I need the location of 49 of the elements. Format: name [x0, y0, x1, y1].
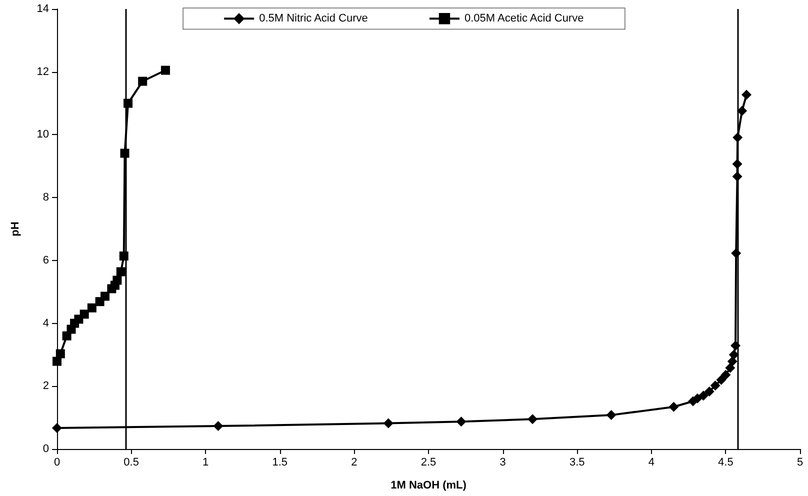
- legend-label: 0.5M Nitric Acid Curve: [259, 12, 368, 25]
- point: [710, 380, 720, 391]
- point: [456, 416, 466, 427]
- point: [742, 90, 752, 100]
- y-tick-label: 14: [36, 3, 49, 15]
- point: [100, 292, 110, 301]
- point: [160, 66, 170, 75]
- point: [737, 106, 748, 116]
- point: [720, 370, 731, 380]
- point: [80, 310, 89, 319]
- x-tick-label: 1.5: [272, 456, 288, 468]
- y-tick-label: 0: [42, 443, 49, 455]
- point: [56, 349, 65, 358]
- legend-label: 0.05M Acetic Acid Curve: [464, 12, 584, 25]
- point: [704, 386, 714, 396]
- x-tick-label: 2.5: [420, 456, 436, 468]
- point: [383, 418, 394, 428]
- y-tick-label: 4: [42, 317, 49, 330]
- y-tick-label: 8: [42, 192, 49, 204]
- point: [116, 267, 126, 276]
- point: [606, 410, 616, 420]
- x-tick-label: 0: [54, 456, 60, 468]
- x-tick-label: 4.5: [718, 456, 734, 468]
- y-tick-label: 6: [42, 254, 49, 266]
- point: [728, 350, 739, 360]
- point: [692, 393, 702, 404]
- y-tick-label: 10: [36, 128, 49, 141]
- x-tick-label: 3.5: [569, 456, 585, 468]
- x-tick-label: 3: [500, 456, 506, 468]
- x-tick-label: 2: [351, 456, 358, 468]
- point: [716, 374, 726, 385]
- y-axis-title: pH: [10, 222, 22, 236]
- point: [213, 421, 224, 432]
- point: [112, 276, 122, 285]
- point: [727, 356, 738, 366]
- y-tick-label: 2: [42, 380, 49, 392]
- point: [725, 362, 736, 373]
- x-tick-label: 4: [648, 456, 654, 468]
- point: [52, 422, 62, 433]
- point: [87, 303, 96, 312]
- x-tick-label: 1: [202, 456, 209, 468]
- point: [528, 414, 538, 424]
- y-tick-label: 12: [36, 66, 49, 78]
- point: [668, 402, 679, 412]
- x-axis-title: 1M NaOH (mL): [390, 480, 467, 492]
- point: [138, 76, 148, 86]
- x-tick-label: 5: [796, 456, 804, 468]
- x-tick-label: 0.5: [124, 456, 139, 468]
- point: [698, 390, 708, 401]
